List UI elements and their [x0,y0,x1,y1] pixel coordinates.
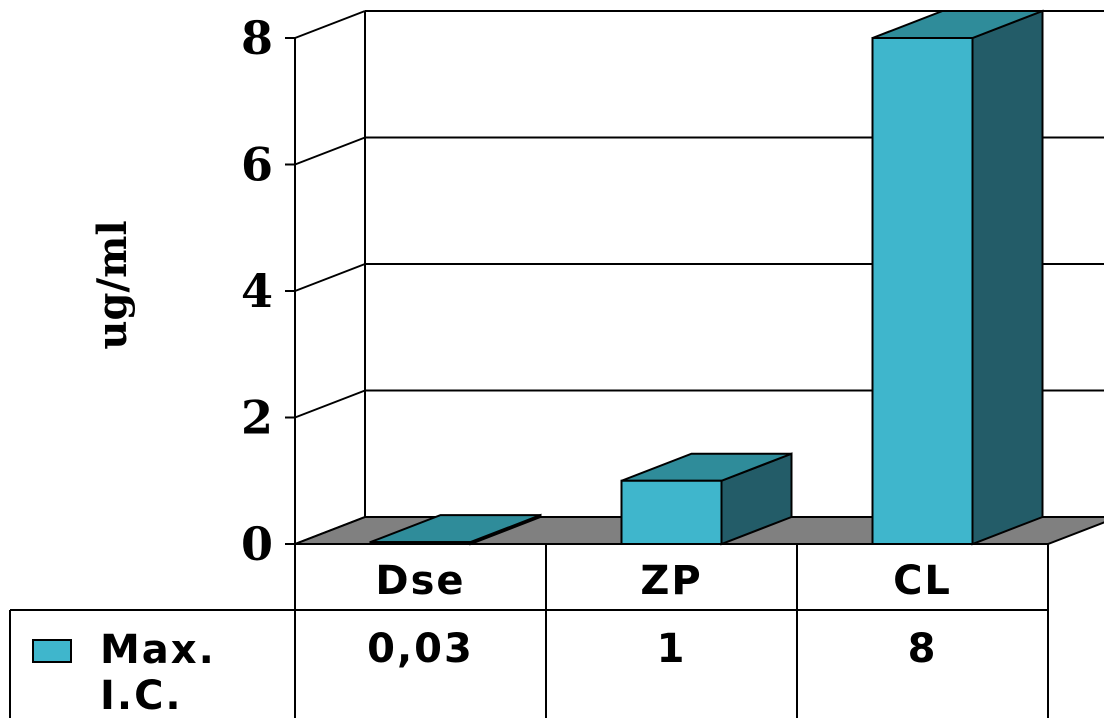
bar-cl [871,9,1044,546]
bar-zp [620,452,793,546]
y-tick-label: 4 [241,264,273,318]
bar-front [871,37,974,545]
y-tick-label: 6 [241,138,273,192]
grid-diagonal [294,516,366,545]
legend-label: Max. [100,627,216,673]
grid-diagonal [294,389,366,419]
y-tick-label: 8 [241,11,273,65]
x-category-label: Dse [375,558,465,604]
bar-front [369,541,472,545]
y-tick-label: 0 [241,517,273,571]
table-value: 8 [908,626,938,672]
bar-front [620,479,723,545]
bar-dse [369,513,542,546]
data-table: Dse ZP CL 0,03 1 8 Max.I.C. [9,544,1049,718]
grid-diagonal [294,136,366,166]
table-value: 0,03 [367,626,474,672]
bars-layer [369,9,1044,546]
x-category-label: CL [893,558,952,604]
y-axis-label: ug/ml [89,220,136,349]
y-axis: 0 2 4 6 8 [241,11,296,571]
bar-side [971,9,1044,546]
legend-label: I.C. [100,673,183,718]
x-category-label: ZP [640,558,702,604]
grid-diagonal [294,263,366,292]
y-tick-label: 2 [241,391,273,445]
table-value: 1 [657,626,687,672]
grid-diagonal [294,10,366,39]
legend-swatch [32,639,72,663]
